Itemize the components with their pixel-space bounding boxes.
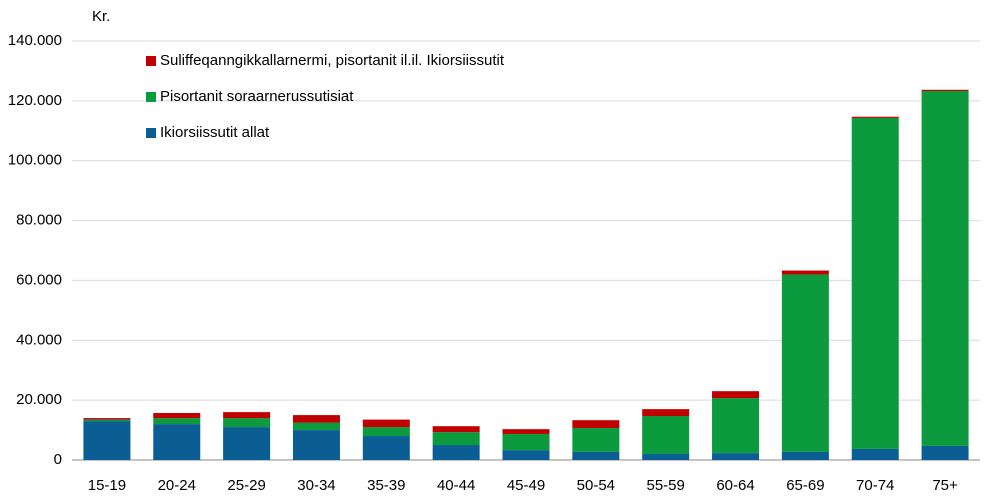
bar-segment [432, 432, 480, 446]
bar-segment [292, 430, 340, 460]
x-tick-label: 30-34 [297, 477, 335, 494]
legend-swatch [146, 56, 156, 66]
bar-segment [153, 413, 201, 419]
bar-segment [362, 427, 410, 437]
bar-segment [642, 409, 690, 417]
legend-swatch [146, 128, 156, 138]
bar-segment [572, 420, 620, 428]
bar-segment [502, 450, 550, 460]
legend-label: Ikiorsiissutit allat [160, 124, 270, 141]
legend-label: Suliffeqanngikkallarnermi, pisortanit il… [160, 52, 505, 69]
bar-segment [292, 415, 340, 423]
bar-segment [153, 424, 201, 460]
bar-segment [362, 419, 410, 428]
bar-segment [921, 90, 969, 446]
bar-segment [572, 451, 620, 460]
bar-segment [502, 429, 550, 434]
x-tick-label: 75+ [932, 477, 958, 494]
legend-item: Suliffeqanngikkallarnermi, pisortanit il… [146, 50, 526, 72]
legend-item: Ikiorsiissutit allat [146, 122, 526, 144]
bar-segment [83, 421, 131, 460]
x-tick-label: 70-74 [856, 477, 894, 494]
bar-segment [712, 398, 760, 454]
x-tick-label: 65-69 [786, 477, 824, 494]
x-tick-label: 55-59 [647, 477, 685, 494]
bar-segment [642, 416, 690, 455]
legend-label: Pisortanit soraarnerussutisiat [160, 88, 354, 105]
x-tick-label: 50-54 [577, 477, 615, 494]
bar-segment [362, 436, 410, 460]
bar-segment [781, 451, 829, 460]
legend-item: Pisortanit soraarnerussutisiat [146, 86, 526, 108]
bar-segment [502, 433, 550, 451]
y-tick-label: 120.000 [8, 92, 62, 109]
x-tick-label: 20-24 [158, 477, 196, 494]
bar-segment [572, 427, 620, 452]
bar-segment [851, 448, 899, 460]
bar-segment [921, 445, 969, 460]
y-tick-label: 60.000 [16, 271, 62, 288]
bar-segment [712, 391, 760, 399]
x-tick-label: 60-64 [716, 477, 754, 494]
bar-segment [153, 418, 201, 425]
bar-segment [223, 418, 271, 428]
x-tick-label: 35-39 [367, 477, 405, 494]
y-tick-label: 80.000 [16, 212, 62, 229]
bar-segment [921, 89, 969, 91]
bar-segment [432, 426, 480, 433]
x-tick-label: 15-19 [88, 477, 126, 494]
x-tick-label: 45-49 [507, 477, 545, 494]
x-tick-label: 25-29 [227, 477, 265, 494]
bar-segment [781, 274, 829, 452]
bar-segment [83, 418, 131, 420]
bar-segment [642, 454, 690, 460]
bar-segment [781, 270, 829, 275]
bar-segment [851, 117, 899, 449]
y-axis-unit: Kr. [92, 8, 110, 25]
y-tick-label: 0 [54, 451, 62, 468]
y-tick-label: 40.000 [16, 331, 62, 348]
bar-segment [223, 412, 271, 419]
legend: Suliffeqanngikkallarnermi, pisortanit il… [146, 50, 526, 158]
bar-segment [292, 422, 340, 431]
x-tick-label: 40-44 [437, 477, 475, 494]
y-tick-label: 140.000 [8, 32, 62, 49]
y-tick-label: 20.000 [16, 391, 62, 408]
bar-segment [223, 427, 271, 460]
bar-segment [712, 453, 760, 460]
y-tick-label: 100.000 [8, 152, 62, 169]
legend-swatch [146, 92, 156, 102]
bar-segment [432, 445, 480, 460]
bar-segment [83, 419, 131, 422]
bar-segment [851, 116, 899, 118]
